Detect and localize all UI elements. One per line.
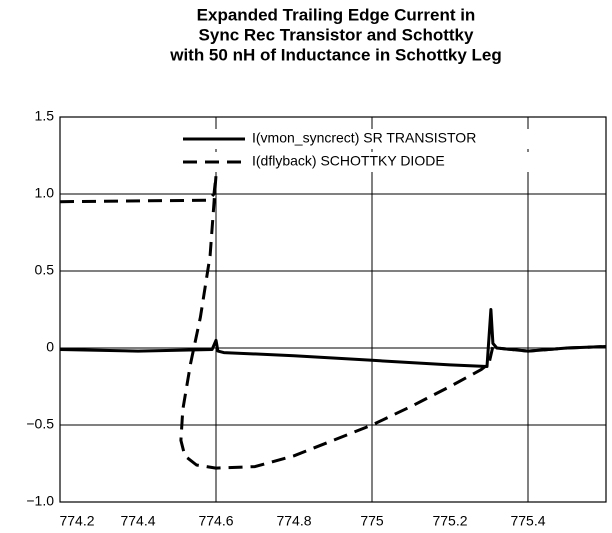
y-tick-label: 0	[46, 339, 54, 355]
y-tick-label: 0.5	[35, 262, 55, 278]
series-line	[59, 308, 607, 368]
x-tick-label: 774.6	[198, 513, 233, 529]
x-tick-label: 774.4	[120, 513, 155, 529]
legend-label: I(dflyback) SCHOTTKY DIODE	[252, 153, 445, 169]
chart-title: Sync Rec Transistor and Schottky	[199, 25, 474, 44]
y-tick-label: 1.5	[35, 108, 55, 124]
plot-frame	[59, 116, 607, 503]
y-tick-label: −1.0	[26, 493, 54, 509]
x-tick-label: 775.4	[510, 513, 545, 529]
y-tick-label: −0.5	[26, 416, 54, 432]
series-line	[59, 174, 607, 470]
legend-label: I(vmon_syncrect) SR TRANSISTOR	[252, 130, 476, 146]
chart-title: Expanded Trailing Edge Current in	[197, 5, 476, 24]
legend-bg	[176, 152, 602, 172]
x-tick-label: 774.2	[59, 513, 94, 529]
legend-bg	[176, 129, 602, 149]
chart-title: with 50 nH of Inductance in Schottky Leg	[169, 45, 502, 64]
x-tick-label: 775	[360, 513, 384, 529]
y-tick-label: 1.0	[35, 185, 55, 201]
x-tick-label: 774.8	[276, 513, 311, 529]
x-tick-label: 775.2	[432, 513, 467, 529]
